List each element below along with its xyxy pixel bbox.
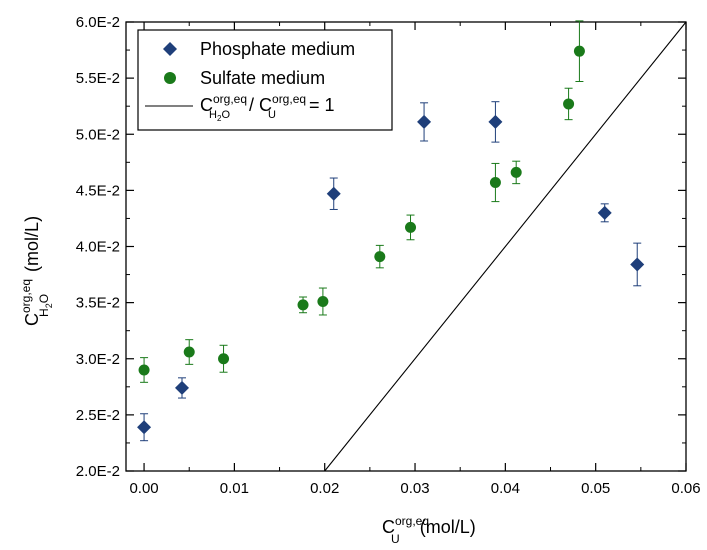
y-tick-label: 4.0E-2 — [76, 239, 120, 256]
phosphate-medium-point — [597, 205, 612, 220]
y-tick-label: 6.0E-2 — [76, 14, 120, 31]
sulfate-medium-point — [138, 364, 150, 376]
legend-label-phosphate: Phosphate medium — [200, 39, 355, 59]
reference-line-group — [324, 21, 687, 472]
legend: Phosphate medium Sulfate medium Corg,eq H… — [137, 29, 393, 131]
sulfate-medium-point — [297, 299, 309, 311]
sulfate-medium-point — [405, 221, 417, 233]
phosphate-medium-point — [417, 114, 432, 129]
x-axis-ticks: 0.00 0.01 0.02 0.03 0.04 0.05 0.06 — [129, 22, 701, 497]
y-tick-label: 3.0E-2 — [76, 351, 120, 368]
x-tick-label: 0.05 — [581, 480, 610, 497]
phosphate-medium-point — [326, 186, 341, 201]
sulfate-medium-point — [374, 251, 386, 263]
phosphate-medium-point — [488, 114, 503, 129]
legend-entry-reference: Corg,eq H2O / Corg,eq U = 1 — [145, 92, 335, 123]
sulfate-medium-point — [218, 353, 230, 365]
y-axis-ticks: 2.0E-2 2.5E-2 3.0E-2 3.5E-2 4.0E-2 4.5E-2 5.0E… — [76, 14, 686, 480]
x-axis-label: Corg,eq U(mol/L) — [382, 514, 476, 545]
y-tick-label: 5.5E-2 — [76, 70, 120, 87]
sulfate-medium-point — [489, 177, 501, 189]
legend-box — [137, 29, 393, 131]
phosphate-medium-point — [630, 257, 645, 272]
sulfate-medium-point — [183, 346, 195, 358]
legend-label-sulfate: Sulfate medium — [200, 68, 325, 88]
y-tick-label: 5.0E-2 — [76, 126, 120, 143]
legend-circle-marker — [164, 72, 176, 84]
x-tick-label: 0.00 — [129, 480, 158, 497]
legend-diamond-marker — [163, 42, 177, 56]
sulfate-medium-point — [510, 166, 522, 178]
y-tick-label: 2.0E-2 — [76, 463, 120, 480]
phosphate-medium-point — [137, 420, 152, 435]
sulfate-medium-point — [317, 296, 329, 308]
legend-entry-sulfate: Sulfate medium — [164, 68, 325, 88]
x-tick-label: 0.03 — [400, 480, 429, 497]
series-layer — [137, 20, 645, 442]
x-tick-label: 0.06 — [671, 480, 700, 497]
reference-line — [324, 21, 687, 472]
phosphate-medium-point — [175, 380, 189, 395]
x-tick-label: 0.04 — [491, 480, 520, 497]
y-tick-label: 3.5E-2 — [76, 295, 120, 312]
y-tick-label: 4.5E-2 — [76, 182, 120, 199]
x-tick-label: 0.01 — [220, 480, 249, 497]
sulfate-medium-point — [563, 98, 575, 110]
sulfate-medium-point — [573, 45, 585, 57]
y-axis-label: Corg,eq H2O(mol/L) — [19, 216, 54, 326]
legend-entry-phosphate: Phosphate medium — [163, 39, 355, 59]
y-tick-label: 2.5E-2 — [76, 407, 120, 424]
x-tick-label: 0.02 — [310, 480, 339, 497]
legend-label-reference: Corg,eq H2O / Corg,eq U = 1 — [200, 92, 335, 123]
